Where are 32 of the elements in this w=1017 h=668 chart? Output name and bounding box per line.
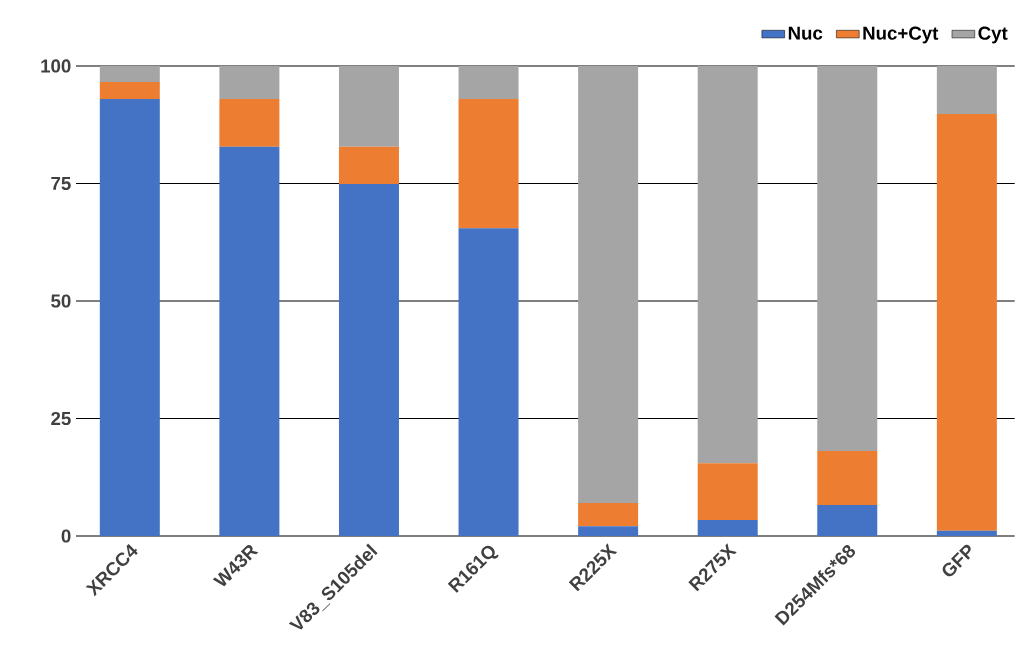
y-tick-label: 100: [41, 59, 71, 73]
bar: [697, 520, 758, 536]
y-tick-label: 25: [51, 411, 71, 426]
bar: [817, 450, 878, 505]
bar: [458, 98, 519, 229]
legend-label: Nuc: [788, 26, 823, 40]
bar: [219, 146, 280, 536]
bar: [817, 504, 878, 536]
bar: [578, 503, 639, 527]
bar: [578, 66, 639, 504]
bar: [936, 113, 997, 531]
y-tick-label: 75: [51, 176, 71, 191]
bar: [936, 66, 997, 114]
bar: [458, 228, 519, 536]
bar: [99, 66, 160, 82]
bar: [578, 526, 639, 536]
y-tick-label: 50: [51, 294, 71, 308]
legend-label: Nuc+Cyt: [863, 26, 939, 44]
bar: [219, 66, 280, 99]
bar: [697, 463, 758, 521]
y-tick-label: 0: [61, 529, 71, 543]
bar: [338, 66, 399, 147]
bar: [817, 66, 878, 451]
bar: [458, 66, 519, 99]
bar: [338, 146, 399, 184]
bar: [99, 81, 160, 99]
bar: [219, 98, 280, 147]
bar: [936, 530, 997, 536]
bar: [99, 98, 160, 536]
legend-label: Cyt: [978, 26, 1008, 44]
bar: [697, 66, 758, 464]
bar: [338, 183, 399, 536]
